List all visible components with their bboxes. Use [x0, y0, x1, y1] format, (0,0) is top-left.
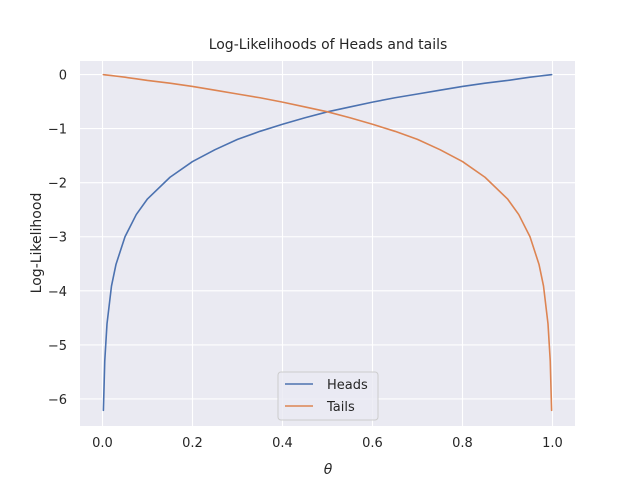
- x-tick-label: 0.6: [362, 436, 383, 451]
- x-tick-label: 0.8: [452, 436, 473, 451]
- x-tick-label: 0.0: [92, 436, 113, 451]
- y-tick-label: −5: [48, 339, 67, 354]
- plot-area: [80, 61, 575, 426]
- y-axis-title: Log-Likelihood: [29, 193, 45, 294]
- tick-labels: 0.0 0.2 0.4 0.6 0.8 1.0 0 −1 −2 −3 −4 −5 −6: [48, 69, 563, 451]
- y-tick-label: −1: [48, 123, 67, 138]
- legend-heads-label: Heads: [327, 378, 368, 393]
- series-line-tails: [102, 73, 553, 412]
- y-tick-label: −6: [48, 393, 67, 408]
- legend: Heads Tails: [277, 371, 379, 421]
- chart-title: Log-Likelihoods of Heads and tails: [209, 37, 448, 53]
- y-tick-label: −3: [48, 231, 67, 246]
- x-tick-label: 0.2: [182, 436, 203, 451]
- x-tick-label: 1.0: [542, 436, 563, 451]
- x-tick-label: 0.4: [272, 436, 293, 451]
- y-tick-label: −4: [48, 285, 67, 300]
- x-axis-title: θ: [324, 462, 333, 478]
- y-tick-label: 0: [59, 69, 67, 84]
- y-tick-label: −2: [48, 177, 67, 192]
- series-layer: [102, 73, 553, 412]
- legend-tails-label: Tails: [326, 400, 355, 415]
